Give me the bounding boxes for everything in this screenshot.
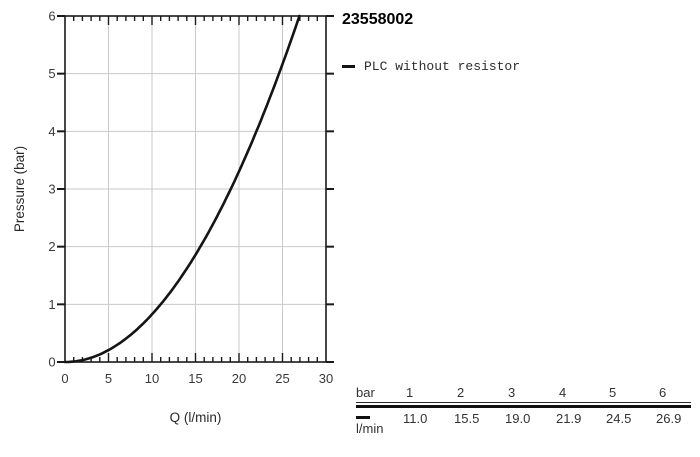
- flow-unit-cell: l/min: [356, 412, 403, 436]
- pressure-value: 5: [609, 385, 617, 400]
- pressure-unit-label: bar: [356, 385, 375, 400]
- pressure-value: 4: [559, 385, 567, 400]
- svg-text:2: 2: [48, 239, 55, 254]
- svg-text:30: 30: [319, 371, 333, 386]
- flow-unit-label: l/min: [356, 420, 384, 436]
- svg-text:0: 0: [48, 355, 55, 370]
- table-values-row: l/min 11.0 15.5 19.0 21.9 24.5 26.9: [356, 410, 691, 436]
- svg-text:Q (l/min): Q (l/min): [170, 410, 222, 425]
- pressure-flow-chart: 0 5 10 15 20 25 30 0 1 2 3 4 5 6 Q (l/min) Pressure (ba…: [12, 9, 334, 425]
- svg-text:15: 15: [188, 371, 202, 386]
- flow-value: 11.0: [403, 410, 428, 426]
- pressure-value: 6: [659, 385, 667, 400]
- svg-text:5: 5: [48, 66, 55, 81]
- flow-value: 19.0: [505, 410, 531, 426]
- svg-text:5: 5: [105, 371, 112, 386]
- svg-text:Pressure (bar): Pressure (bar): [12, 146, 27, 232]
- flow-table: bar 1 2 3 4 5 6 l/min 11.0 15.5 19.0 21.…: [356, 386, 691, 436]
- flow-value: 26.9: [656, 410, 682, 426]
- legend-label: PLC without resistor: [364, 58, 521, 74]
- pressure-value: 1: [406, 385, 414, 400]
- svg-text:3: 3: [48, 182, 55, 197]
- svg-text:20: 20: [232, 371, 246, 386]
- pressure-value: 3: [508, 385, 516, 400]
- svg-text:10: 10: [145, 371, 159, 386]
- svg-text:6: 6: [48, 9, 55, 24]
- legend: PLC without resistor: [342, 58, 520, 74]
- svg-text:1: 1: [48, 297, 55, 312]
- legend-line-swatch: [342, 64, 355, 68]
- svg-text:0: 0: [61, 371, 68, 386]
- table-divider: [356, 405, 691, 408]
- svg-text:25: 25: [275, 371, 289, 386]
- svg-text:4: 4: [48, 124, 55, 139]
- flow-value: 24.5: [606, 410, 632, 426]
- series-line-swatch: [356, 415, 370, 419]
- table-header-row: bar 1 2 3 4 5 6: [356, 386, 691, 403]
- flow-value: 21.9: [556, 410, 582, 426]
- pressure-value: 2: [457, 385, 465, 400]
- page-title: 23558002: [342, 11, 414, 28]
- flow-value: 15.5: [454, 410, 480, 426]
